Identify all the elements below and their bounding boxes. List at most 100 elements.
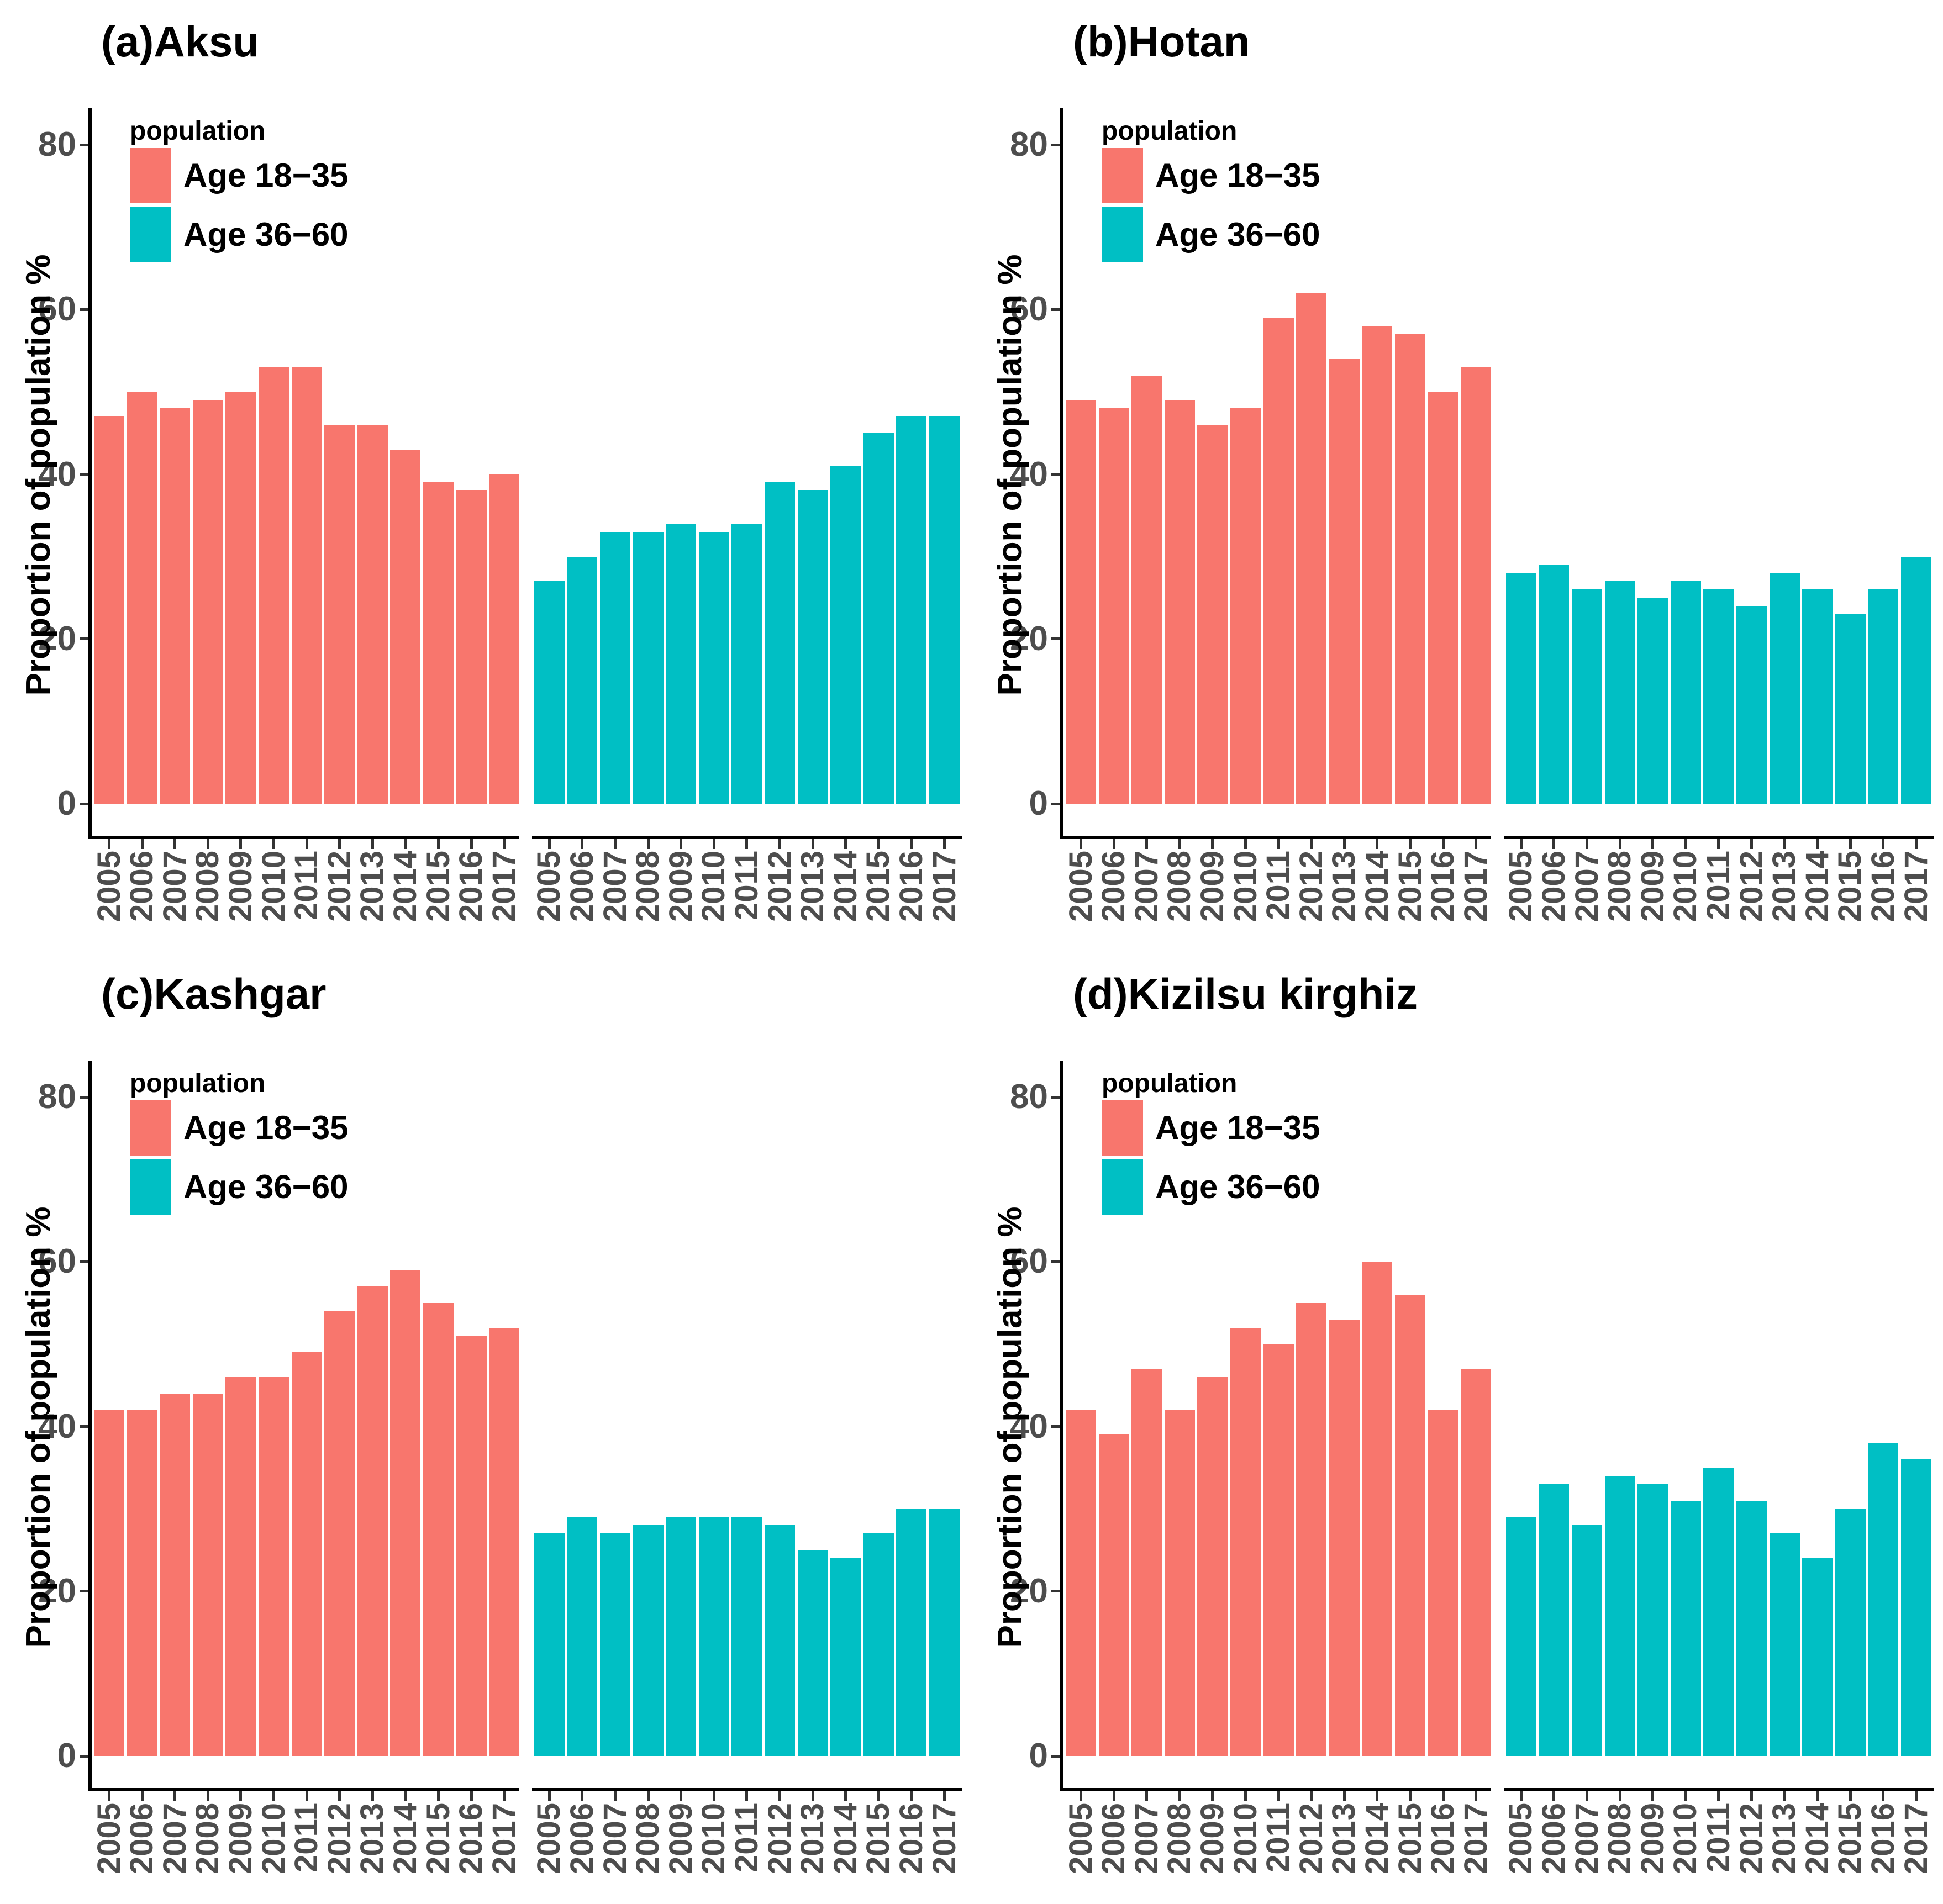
bar-age-36-60-2011 <box>1703 1468 1734 1756</box>
bar-age-36-60-2017 <box>929 416 960 804</box>
x-tick-label-text: 2015 <box>860 1803 897 1875</box>
y-axis-line <box>1060 1061 1063 1791</box>
bar-age-18-35-2006 <box>1098 408 1129 804</box>
x-tick <box>1816 839 1819 849</box>
y-tick-label: 80 <box>1010 125 1048 163</box>
bar-age-36-60-2014 <box>830 1558 861 1756</box>
legend-label-age-36-60: Age 36−60 <box>1155 1168 1320 1205</box>
legend-label-age-18-35: Age 18−35 <box>1155 157 1320 194</box>
x-tick-label-text: 2017 <box>486 1803 522 1875</box>
x-tick-label: 2008 <box>630 851 666 941</box>
bar-age-18-35-2017 <box>1461 1369 1492 1756</box>
x-tick-label: 2013 <box>354 851 390 941</box>
panel-title: (c)Kashgar <box>101 969 327 1018</box>
x-tick-label-text: 2006 <box>1535 851 1572 922</box>
x-tick <box>305 839 308 849</box>
x-tick-label: 2010 <box>256 851 292 941</box>
bar-age-36-60-2007 <box>600 531 630 804</box>
bar-age-36-60-2007 <box>1572 589 1602 804</box>
x-tick-label-text: 2014 <box>1799 1803 1835 1875</box>
y-tick <box>80 1590 88 1593</box>
x-tick <box>437 1791 440 1801</box>
x-tick-label: 2012 <box>1293 851 1329 941</box>
x-tick <box>108 1791 110 1801</box>
x-tick-label-text: 2010 <box>1667 851 1704 922</box>
x-tick-label-text: 2012 <box>1733 851 1770 922</box>
x-tick <box>712 1791 715 1801</box>
x-tick-label: 2015 <box>860 1803 897 1894</box>
x-tick-label: 2009 <box>1194 851 1230 941</box>
x-tick-label: 2006 <box>1096 851 1132 941</box>
bar-age-36-60-2011 <box>731 1517 762 1756</box>
legend-label-age-36-60: Age 36−60 <box>1155 216 1320 253</box>
x-tick-label-text: 2013 <box>1326 1803 1362 1875</box>
x-tick-label: 2016 <box>453 1803 489 1894</box>
x-tick-label-text: 2006 <box>1096 851 1132 922</box>
legend-swatch-age-36-60 <box>1102 1159 1143 1215</box>
x-axis-line-left-group <box>1060 1788 1492 1791</box>
bar-age-18-35-2010 <box>1230 1327 1261 1756</box>
x-tick-label-text: 2017 <box>1457 1803 1494 1875</box>
x-tick <box>778 839 781 849</box>
legend-swatch-age-36-60 <box>130 207 171 262</box>
x-tick <box>1552 1791 1556 1801</box>
bar-age-18-35-2015 <box>423 482 454 804</box>
x-tick-label-text: 2005 <box>1503 1803 1539 1875</box>
bar-age-18-35-2009 <box>225 392 256 804</box>
x-tick-label-text: 2017 <box>1457 851 1494 922</box>
x-tick-label: 2014 <box>387 1803 423 1894</box>
x-tick <box>1244 839 1247 849</box>
bar-age-18-35-2014 <box>390 449 421 804</box>
bar-age-18-35-2013 <box>357 425 388 804</box>
bar-age-18-35-2005 <box>1066 400 1096 804</box>
x-tick-label-text: 2009 <box>222 1803 259 1875</box>
x-tick-label: 2009 <box>222 1803 259 1894</box>
x-tick-label-text: 2012 <box>1733 1803 1770 1875</box>
x-tick-label: 2007 <box>1568 851 1605 941</box>
bar-age-18-35-2009 <box>1197 425 1228 804</box>
y-tick-label: 60 <box>38 1242 76 1281</box>
bar-age-18-35-2009 <box>225 1377 256 1756</box>
y-axis-title-text: Proportion of population % <box>19 1206 57 1648</box>
bar-age-18-35-2017 <box>489 1327 520 1756</box>
x-tick-label-text: 2011 <box>1700 1803 1736 1873</box>
x-tick-label-text: 2010 <box>1227 1803 1263 1875</box>
panel-kizilsu-kirghiz: (d)Kizilsu kirghiz 0 20 40 60 80 Proportion o… <box>972 952 1943 1904</box>
x-tick-label: 2013 <box>794 851 830 941</box>
bar-age-18-35-2006 <box>127 1410 157 1756</box>
legend-label-age-36-60: Age 36−60 <box>183 216 349 253</box>
legend-swatch-age-18-35 <box>1102 1100 1143 1156</box>
x-tick <box>1586 1791 1588 1801</box>
bar-age-36-60-2011 <box>731 523 762 804</box>
bar-age-18-35-2011 <box>291 1352 322 1756</box>
x-tick <box>338 1791 341 1801</box>
bar-age-36-60-2012 <box>765 482 795 804</box>
x-tick <box>1519 839 1523 849</box>
x-tick <box>1211 1791 1214 1801</box>
x-tick <box>1112 839 1115 849</box>
bar-age-18-35-2012 <box>324 1311 355 1756</box>
x-tick-label: 2014 <box>387 851 423 941</box>
y-tick <box>80 1754 88 1758</box>
x-tick <box>1409 839 1412 849</box>
x-tick-label-text: 2005 <box>1503 851 1539 922</box>
x-tick-label-text: 2007 <box>597 851 633 922</box>
bar-age-18-35-2008 <box>1164 400 1195 804</box>
x-tick-label: 2007 <box>1129 851 1165 941</box>
x-tick-label: 2007 <box>157 851 193 941</box>
x-tick-label: 2009 <box>1634 1803 1671 1894</box>
bar-age-36-60-2006 <box>1539 565 1570 804</box>
x-tick-label-text: 2005 <box>531 1803 567 1875</box>
x-tick-label: 2012 <box>762 1803 798 1894</box>
x-tick-label-text: 2016 <box>453 851 489 922</box>
x-tick <box>404 839 407 849</box>
y-tick <box>1051 473 1060 476</box>
x-tick-label: 2017 <box>1898 1803 1934 1894</box>
bar-age-18-35-2013 <box>357 1286 388 1756</box>
x-tick-label-text: 2009 <box>1634 1803 1671 1875</box>
x-tick-label-text: 2006 <box>124 1803 160 1875</box>
y-tick <box>80 1260 88 1263</box>
x-tick-label: 2015 <box>420 851 456 941</box>
x-tick-label-text: 2007 <box>1568 851 1605 922</box>
